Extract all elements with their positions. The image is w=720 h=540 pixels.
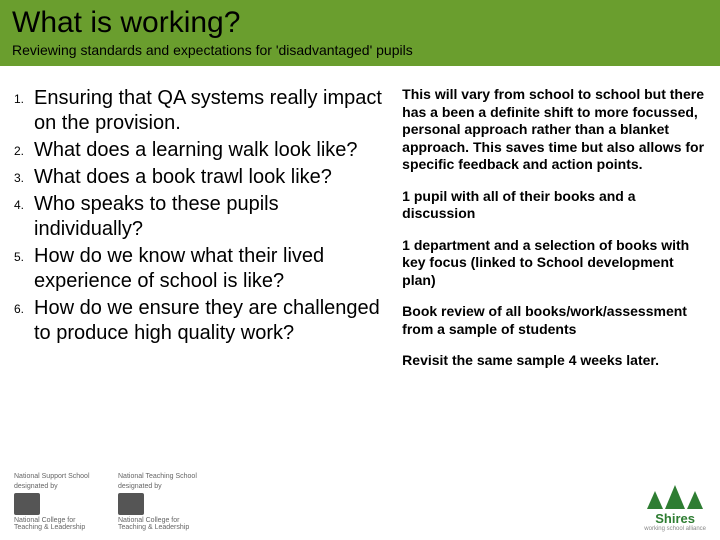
header-bar: What is working? Reviewing standards and…: [0, 0, 720, 66]
list-item: 4. Who speaks to these pupils individual…: [14, 192, 390, 242]
brand-name: Shires: [655, 511, 695, 526]
page-subtitle: Reviewing standards and expectations for…: [12, 42, 708, 58]
footer-logo-block: National Support School designated by Na…: [14, 473, 104, 532]
brand-sub: working school alliance: [644, 526, 706, 532]
badge-icon: [118, 493, 144, 515]
list-number: 2.: [14, 138, 34, 163]
list-number: 6.: [14, 296, 34, 346]
list-number: 4.: [14, 192, 34, 242]
list-text: Who speaks to these pupils individually?: [34, 192, 390, 242]
left-column: 1. Ensuring that QA systems really impac…: [14, 86, 390, 384]
list-text: Ensuring that QA systems really impact o…: [34, 86, 390, 136]
footer-label: National Teaching School: [118, 473, 208, 481]
paragraph: Book review of all books/work/assessment…: [402, 303, 706, 338]
footer-logo-block: National Teaching School designated by N…: [118, 473, 208, 532]
footer: National Support School designated by Na…: [14, 473, 706, 532]
list-text: What does a learning walk look like?: [34, 138, 358, 163]
page-title: What is working?: [12, 6, 708, 40]
footer-sub: National College for Teaching & Leadersh…: [14, 517, 104, 532]
footer-sub: National College for Teaching & Leadersh…: [118, 517, 208, 532]
list-item: 1. Ensuring that QA systems really impac…: [14, 86, 390, 136]
list-item: 5. How do we know what their lived exper…: [14, 244, 390, 294]
trees-icon: [647, 485, 703, 509]
footer-label: National Support School: [14, 473, 104, 481]
paragraph: 1 pupil with all of their books and a di…: [402, 188, 706, 223]
list-text: What does a book trawl look like?: [34, 165, 332, 190]
content-area: 1. Ensuring that QA systems really impac…: [0, 66, 720, 384]
list-text: How do we ensure they are challenged to …: [34, 296, 390, 346]
badge-icon: [14, 493, 40, 515]
list-number: 1.: [14, 86, 34, 136]
footer-label: designated by: [118, 483, 208, 491]
list-number: 5.: [14, 244, 34, 294]
right-column: This will vary from school to school but…: [398, 86, 706, 384]
list-item: 3. What does a book trawl look like?: [14, 165, 390, 190]
footer-left: National Support School designated by Na…: [14, 473, 208, 532]
paragraph: This will vary from school to school but…: [402, 86, 706, 174]
list-text: How do we know what their lived experien…: [34, 244, 390, 294]
list-item: 2. What does a learning walk look like?: [14, 138, 390, 163]
paragraph: 1 department and a selection of books wi…: [402, 237, 706, 290]
list-number: 3.: [14, 165, 34, 190]
list-item: 6. How do we ensure they are challenged …: [14, 296, 390, 346]
paragraph: Revisit the same sample 4 weeks later.: [402, 352, 706, 370]
footer-right: Shires working school alliance: [644, 485, 706, 532]
footer-label: designated by: [14, 483, 104, 491]
